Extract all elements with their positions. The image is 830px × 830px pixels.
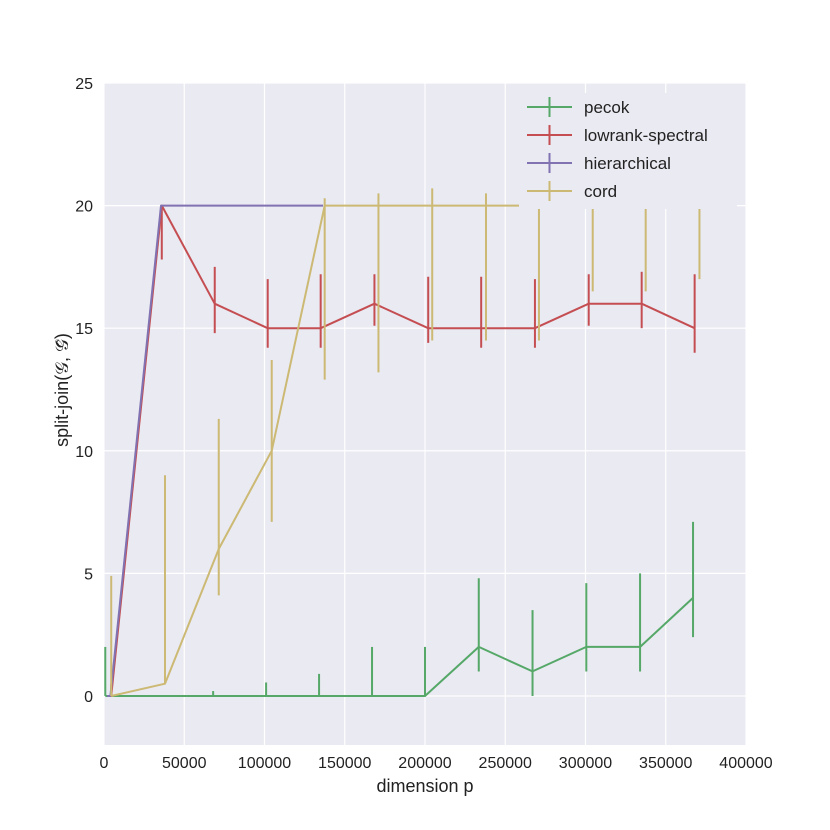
x-tick-label: 50000 (162, 755, 207, 772)
x-tick-labels: 0 50000 100000 150000 200000 250000 300000 3500… (100, 755, 773, 772)
x-tick-label: 200000 (398, 755, 451, 772)
y-axis-label: split-join(𝒢, 𝒢̂) (52, 333, 72, 447)
y-tick-label: 5 (84, 566, 93, 583)
x-tick-label: 350000 (639, 755, 692, 772)
y-tick-label: 10 (75, 444, 93, 461)
legend-box (519, 93, 737, 209)
legend-item: lowrank-spectral (527, 125, 708, 145)
legend-label: lowrank-spectral (584, 126, 708, 145)
legend-item: pecok (527, 97, 630, 117)
y-tick-label: 0 (84, 689, 93, 706)
x-tick-label: 250000 (479, 755, 532, 772)
y-tick-label: 15 (75, 321, 93, 338)
legend: pecok lowrank-spectral hierarchical cord (519, 93, 737, 209)
legend-label: hierarchical (584, 154, 671, 173)
series-line (107, 204, 324, 697)
series-hierarchical (107, 204, 324, 697)
legend-item: cord (527, 181, 617, 201)
series-pecok (104, 521, 695, 697)
x-tick-label: 0 (100, 755, 109, 772)
y-tick-labels: 0 5 10 15 20 25 (75, 76, 93, 706)
x-tick-label: 400000 (719, 755, 772, 772)
legend-label: cord (584, 182, 617, 201)
x-tick-label: 300000 (559, 755, 612, 772)
y-tick-label: 20 (75, 199, 93, 216)
legend-item: hierarchical (527, 153, 671, 173)
x-tick-label: 150000 (318, 755, 371, 772)
x-axis-label: dimension p (376, 776, 473, 796)
x-tick-label: 100000 (238, 755, 291, 772)
legend-label: pecok (584, 98, 630, 117)
y-tick-label: 25 (75, 76, 93, 93)
